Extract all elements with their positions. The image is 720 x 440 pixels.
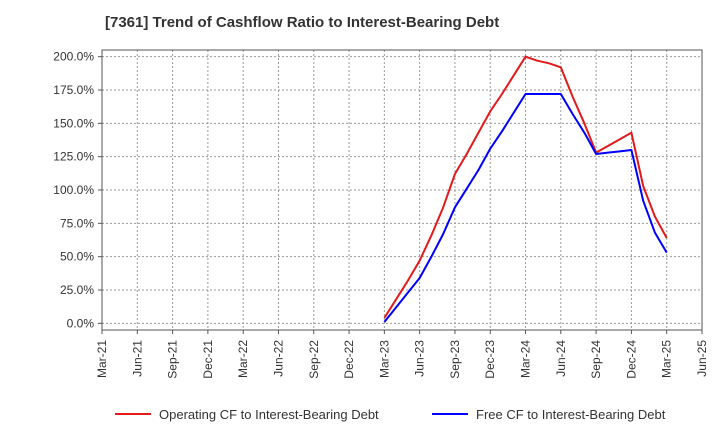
x-tick-label: Sep-24 [589,340,603,379]
y-tick-label: 50.0% [60,250,94,264]
legend-swatch-free-cf [432,413,468,415]
legend: Operating CF to Interest-Bearing Debt Fr… [0,402,720,426]
x-tick-label: Jun-21 [130,340,144,377]
x-tick-label: Mar-24 [519,340,533,378]
y-tick-labels: 0.0% 25.0% 50.0% 75.0% 100.0% 125.0% 150.0% 175… [53,50,94,331]
y-tick-label: 125.0% [53,150,94,164]
y-tick-label: 175.0% [53,83,94,97]
legend-swatch-operating-cf [115,413,151,415]
x-tick-label: Mar-22 [236,340,250,378]
x-tick-label: Jun-25 [695,340,709,377]
x-tick-label: Mar-21 [95,340,109,378]
series-line-free-cf [383,93,668,323]
x-tick-label: Sep-22 [307,340,321,379]
legend-label-free-cf: Free CF to Interest-Bearing Debt [476,406,666,422]
y-tick-label: 150.0% [53,116,94,130]
series-lines [383,55,668,323]
chart-title: [7361] Trend of Cashflow Ratio to Intere… [105,14,500,31]
x-tick-label: Jun-22 [271,340,285,377]
y-tick-label: 100.0% [53,183,94,197]
x-tick-label: Jun-24 [554,340,568,377]
x-tick-label: Mar-23 [377,340,391,378]
x-tick-label: Sep-21 [166,340,180,379]
legend-label-operating-cf: Operating CF to Interest-Bearing Debt [159,406,379,422]
x-tick-label: Mar-25 [660,340,674,378]
y-tick-label: 75.0% [60,216,94,230]
y-tick-label: 0.0% [67,316,95,330]
x-tick-label: Dec-21 [201,340,215,379]
y-tick-label: 25.0% [60,283,94,297]
series-line-operating-cf [383,55,668,319]
axes [98,49,703,334]
x-tick-label: Jun-23 [413,340,427,377]
y-tick-label: 200.0% [53,50,94,64]
x-tick-label: Dec-22 [342,340,356,379]
legend-item-operating-cf: Operating CF to Interest-Bearing Debt [115,402,379,426]
x-tick-label: Dec-23 [483,340,497,379]
legend-item-free-cf: Free CF to Interest-Bearing Debt [432,402,665,426]
grid-lines [101,50,703,330]
x-tick-label: Dec-24 [624,340,638,379]
x-tick-label: Sep-23 [448,340,462,379]
x-tick-labels: Mar-21 Jun-21 Sep-21 Dec-21 Mar-22 Jun-22 Sep-… [95,340,709,379]
